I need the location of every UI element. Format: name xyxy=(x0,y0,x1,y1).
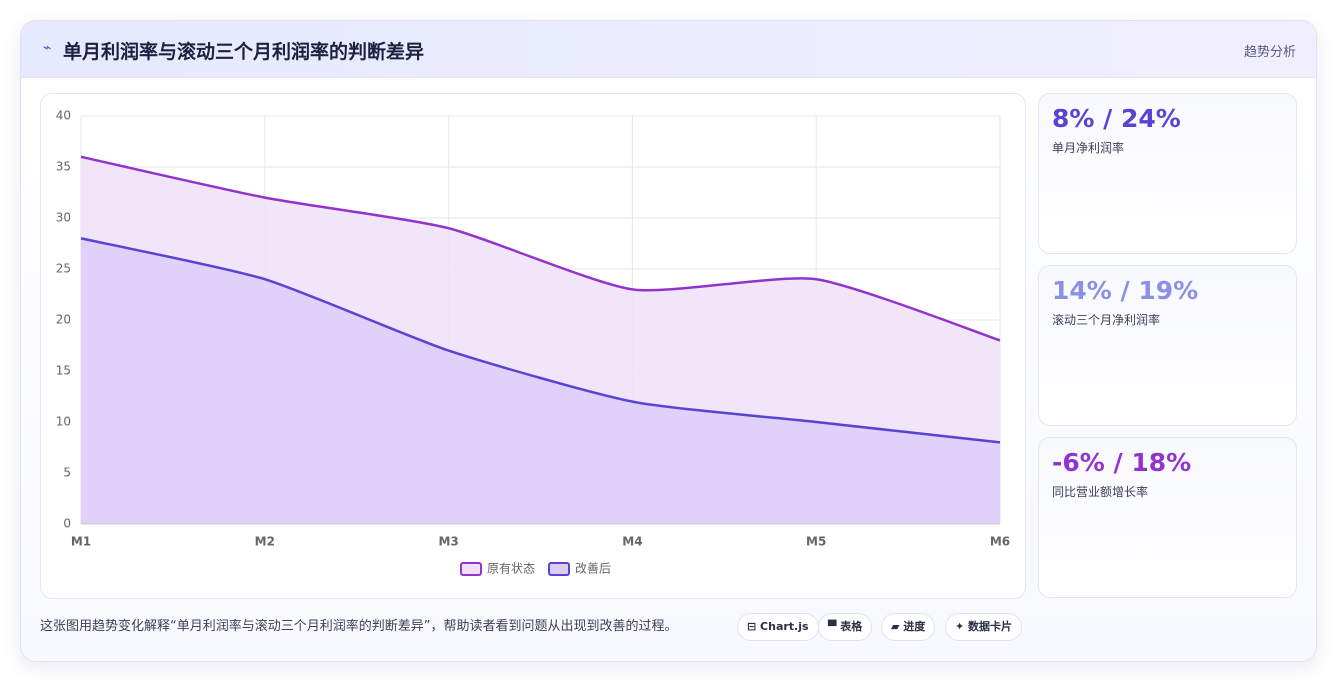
legend-label: 原有状态 xyxy=(487,562,535,576)
y-tick-label: 5 xyxy=(63,466,71,480)
chip-label: Chart.js xyxy=(760,620,809,633)
x-tick-label: M3 xyxy=(438,535,458,549)
chart-panel: 0 5 10 15 20 25 30 35 40 M1 M2 M3 M4 M5 M6 原有状态 改善后 xyxy=(40,93,1026,599)
y-tick-label: 35 xyxy=(56,160,71,174)
icon: ⌁ xyxy=(43,40,52,56)
y-tick-label: 30 xyxy=(56,211,71,225)
stat-card: 8% / 24% 单月净利润率 xyxy=(1038,93,1297,254)
x-tick-label: M5 xyxy=(806,535,826,549)
x-tick-label: M6 xyxy=(990,535,1010,549)
chip[interactable]: ▰ 进度 xyxy=(881,613,936,641)
legend-swatch xyxy=(548,562,571,576)
header: ⌁ 单月利润率与滚动三个月利润率的判断差异 趋势分析 xyxy=(21,21,1316,78)
stat-label: 滚动三个月净利润率 xyxy=(1052,313,1161,327)
stat-value: -6% / 18% xyxy=(1052,448,1192,477)
stat-label: 单月净利润率 xyxy=(1052,141,1125,155)
footer-text: 这张图用趋势变化解释“单月利润率与滚动三个月利润率的判断差异”，帮助读者看到问题… xyxy=(40,619,678,634)
chip-label: 表格 xyxy=(840,620,863,633)
stat-label: 同比营业额增长率 xyxy=(1052,485,1149,499)
area xyxy=(81,238,1000,524)
legend-swatch xyxy=(460,562,482,576)
y-tick-label: 25 xyxy=(56,262,71,276)
y-tick-label: 0 xyxy=(63,517,71,531)
stat-card: -6% / 18% 同比营业额增长率 xyxy=(1038,437,1297,598)
chart: 0 5 10 15 20 25 30 35 40 M1 M2 M3 M4 M5 M6 原有状态 改善后 xyxy=(56,109,1010,576)
x-tick-label: M2 xyxy=(255,535,275,549)
x-tick-label: M4 xyxy=(622,535,642,549)
stat-card: 14% / 19% 滚动三个月净利润率 xyxy=(1038,265,1297,426)
chip[interactable]: ⊟ Chart.js xyxy=(737,613,819,641)
chip[interactable]: ▀ 表格 xyxy=(818,613,873,641)
x-tick-label: M1 xyxy=(71,535,91,549)
title: 单月利润率与滚动三个月利润率的判断差异 xyxy=(63,41,425,63)
chip[interactable]: ✦ 数据卡片 xyxy=(945,613,1023,641)
legend-label: 改善后 xyxy=(575,561,611,576)
chip-label: 数据卡片 xyxy=(968,620,1013,633)
y-tick-label: 10 xyxy=(56,415,71,429)
card: ⌁ 单月利润率与滚动三个月利润率的判断差异 趋势分析 0 5 10 15 20 25 30 3… xyxy=(20,20,1317,662)
stat-value: 8% / 24% xyxy=(1052,104,1181,133)
y-tick-label: 15 xyxy=(56,364,71,378)
line xyxy=(80,155,1001,342)
y-tick-label: 40 xyxy=(56,109,71,123)
stat-value: 14% / 19% xyxy=(1052,276,1199,305)
line xyxy=(80,237,1001,444)
tag[interactable]: 趋势分析 xyxy=(1243,45,1296,60)
y-tick-label: 20 xyxy=(56,313,71,327)
chip-label: 进度 xyxy=(903,620,926,633)
